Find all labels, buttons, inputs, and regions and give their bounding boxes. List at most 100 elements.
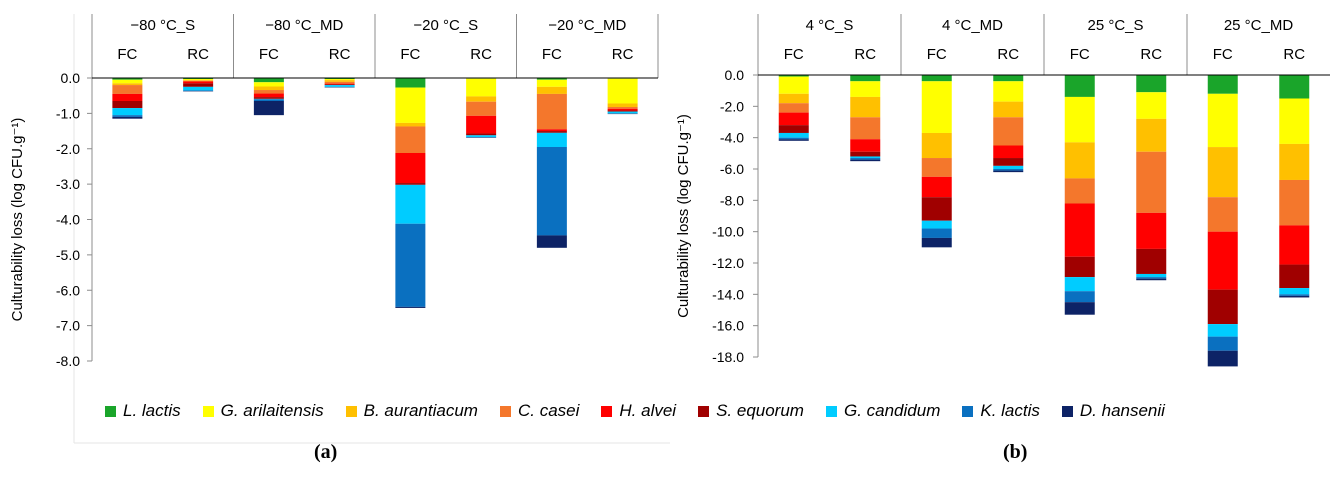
bar-segment (395, 184, 426, 224)
bar-segment (1136, 92, 1167, 119)
bar-segment (536, 78, 567, 80)
bar-segment (112, 85, 143, 94)
bar-segment (1136, 277, 1167, 279)
bar-segment (778, 103, 809, 113)
y-tick-label: -1.0 (56, 105, 80, 121)
bar-segment (112, 100, 143, 109)
bar-segment (112, 115, 143, 117)
bar-segment (395, 152, 426, 184)
category-label: RC (329, 46, 351, 63)
y-tick-label: -10.0 (712, 224, 744, 240)
bar-segment (253, 100, 284, 116)
bar-segment (1279, 179, 1310, 226)
legend-item: D. hansenii (1061, 401, 1165, 421)
bar-segment (1279, 264, 1310, 289)
bar-segment (993, 81, 1024, 102)
bar-segment (183, 80, 214, 81)
legend-item: G. candidum (825, 401, 940, 421)
bar-segment (1064, 178, 1095, 204)
bar-segment (183, 81, 214, 84)
bar-segment (1279, 75, 1310, 99)
legend-label: B. aurantiacum (363, 401, 478, 420)
bar-segment (466, 115, 497, 134)
bar-segment (536, 129, 567, 132)
bar-segment (921, 132, 952, 159)
bar-segment (1064, 203, 1095, 257)
bar-segment (253, 86, 284, 91)
bar-segment (112, 93, 143, 101)
bar-segment (253, 93, 284, 98)
bar-segment (466, 133, 497, 136)
bar-segment (1207, 147, 1238, 198)
bar-segment (1136, 75, 1167, 93)
legend-swatch (825, 405, 837, 417)
category-label: RC (470, 46, 492, 63)
bar-segment (183, 78, 214, 80)
bar-segment (607, 110, 638, 112)
bar-segment (1279, 294, 1310, 296)
bar-segment (1207, 197, 1238, 232)
bar-segment (993, 75, 1024, 82)
bar-segment (1064, 277, 1095, 292)
legend-item: L. lactis (105, 401, 181, 421)
group-label: −20 °C_S (413, 17, 478, 34)
bar-segment (778, 112, 809, 126)
bar-segment (921, 158, 952, 177)
legend: L. lactis G. arilaitensis B. aurantiacum… (105, 400, 1305, 422)
bar-segment (778, 137, 809, 140)
bar-segment (1207, 75, 1238, 94)
y-tick-label: -8.0 (720, 192, 744, 208)
bar-segment (536, 86, 567, 94)
bar-segment (993, 158, 1024, 166)
legend-label: L. lactis (123, 401, 181, 420)
bar-segment (112, 108, 143, 116)
bar-segment (1064, 96, 1095, 143)
y-tick-label: -3.0 (56, 176, 80, 192)
bar-segment (536, 131, 567, 133)
bar-segment (1279, 225, 1310, 265)
legend-label: D. hansenii (1079, 401, 1165, 420)
bar-segment (921, 237, 952, 248)
bar-segment (850, 159, 881, 162)
y-tick-label: -14.0 (712, 286, 744, 302)
y-tick-label: -16.0 (712, 318, 744, 334)
category-label: RC (854, 46, 876, 63)
bar-segment (1136, 151, 1167, 213)
bar-segment (921, 197, 952, 221)
legend-swatch (698, 405, 710, 417)
category-label: FC (117, 46, 137, 63)
bar-segment (1136, 248, 1167, 274)
category-label: FC (542, 46, 562, 63)
legend-label: H. alvei (619, 401, 677, 420)
group-label: −80 °C_S (130, 17, 195, 34)
bar-segment (778, 139, 809, 141)
bar-segment (607, 78, 638, 104)
bar-segment (1279, 288, 1310, 295)
bar-segment (536, 93, 567, 130)
y-tick-label: -2.0 (56, 141, 80, 157)
legend-label: K. lactis (980, 401, 1040, 420)
legend-swatch (499, 405, 511, 417)
bar-segment (112, 116, 143, 119)
bar-segment (324, 84, 355, 86)
bar-segment (1207, 350, 1238, 367)
bar-segment (183, 86, 214, 91)
bar-segment (536, 79, 567, 87)
bar-segment (607, 111, 638, 114)
bar-segment (324, 79, 355, 81)
bar-segment (1207, 231, 1238, 290)
bar-segment (850, 156, 881, 159)
bar-segment (850, 151, 881, 157)
bar-segment (1279, 295, 1310, 298)
group-label: 4 °C_S (806, 17, 854, 34)
bar-segment (536, 146, 567, 236)
bar-segment (607, 103, 638, 108)
bar-segment (324, 81, 355, 84)
bar-segment (395, 183, 426, 185)
bar-segment (1207, 336, 1238, 351)
bar-segment (395, 126, 426, 153)
bar-segment (395, 122, 426, 127)
y-tick-label: -2.0 (720, 98, 744, 114)
bar-segment (921, 176, 952, 198)
